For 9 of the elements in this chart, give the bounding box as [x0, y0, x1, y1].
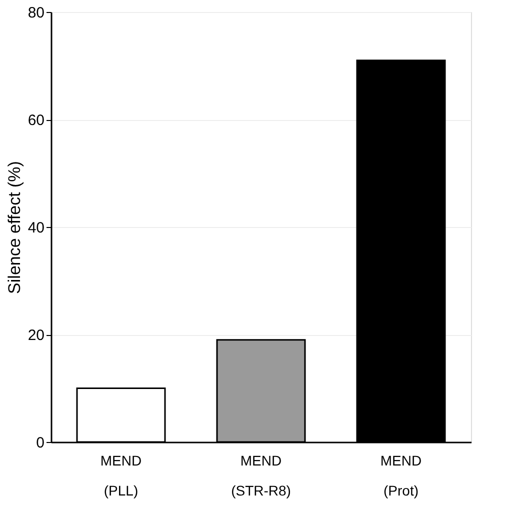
y-tick-label: 80	[28, 4, 44, 22]
y-tick-label: 0	[36, 434, 44, 452]
y-axis-title: Silence effect (%)	[4, 161, 24, 294]
y-tick-label: 60	[28, 112, 44, 129]
x-tick-label: MEND (Prot)	[380, 452, 422, 498]
x-tick-label: MEND (PLL)	[100, 452, 142, 498]
x-tick-label: MEND (STR-R8)	[231, 452, 291, 498]
y-tick-label: 40	[28, 220, 44, 236]
y-tick-label: 20	[28, 327, 44, 344]
